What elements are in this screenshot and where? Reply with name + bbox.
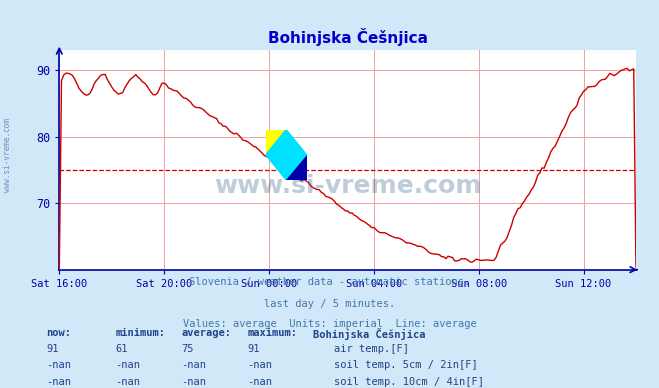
Text: 91: 91 [46,344,59,354]
Text: -nan: -nan [46,377,71,387]
Text: average:: average: [181,328,231,338]
Text: 91: 91 [247,344,260,354]
Text: last day / 5 minutes.: last day / 5 minutes. [264,299,395,309]
Text: Slovenia / weather data - automatic stations.: Slovenia / weather data - automatic stat… [189,277,470,288]
Text: -nan: -nan [247,360,272,371]
Text: www.si-vreme.com: www.si-vreme.com [214,174,481,198]
Text: -nan: -nan [115,377,140,387]
Polygon shape [286,155,306,180]
Text: -nan: -nan [247,377,272,387]
Text: www.si-vreme.com: www.si-vreme.com [3,118,13,192]
Polygon shape [266,130,306,180]
Text: -nan: -nan [46,360,71,371]
Text: air temp.[F]: air temp.[F] [334,344,409,354]
Text: -nan: -nan [115,360,140,371]
Text: -nan: -nan [181,360,206,371]
Text: -nan: -nan [181,377,206,387]
Text: soil temp. 5cm / 2in[F]: soil temp. 5cm / 2in[F] [334,360,478,371]
Text: Bohinjska Češnjica: Bohinjska Češnjica [313,328,426,340]
Text: maximum:: maximum: [247,328,297,338]
Text: now:: now: [46,328,71,338]
Text: 75: 75 [181,344,194,354]
Text: 61: 61 [115,344,128,354]
Text: soil temp. 10cm / 4in[F]: soil temp. 10cm / 4in[F] [334,377,484,387]
Title: Bohinjska Češnjica: Bohinjska Češnjica [268,28,428,47]
Text: Values: average  Units: imperial  Line: average: Values: average Units: imperial Line: av… [183,319,476,329]
Text: minimum:: minimum: [115,328,165,338]
Polygon shape [266,130,286,155]
